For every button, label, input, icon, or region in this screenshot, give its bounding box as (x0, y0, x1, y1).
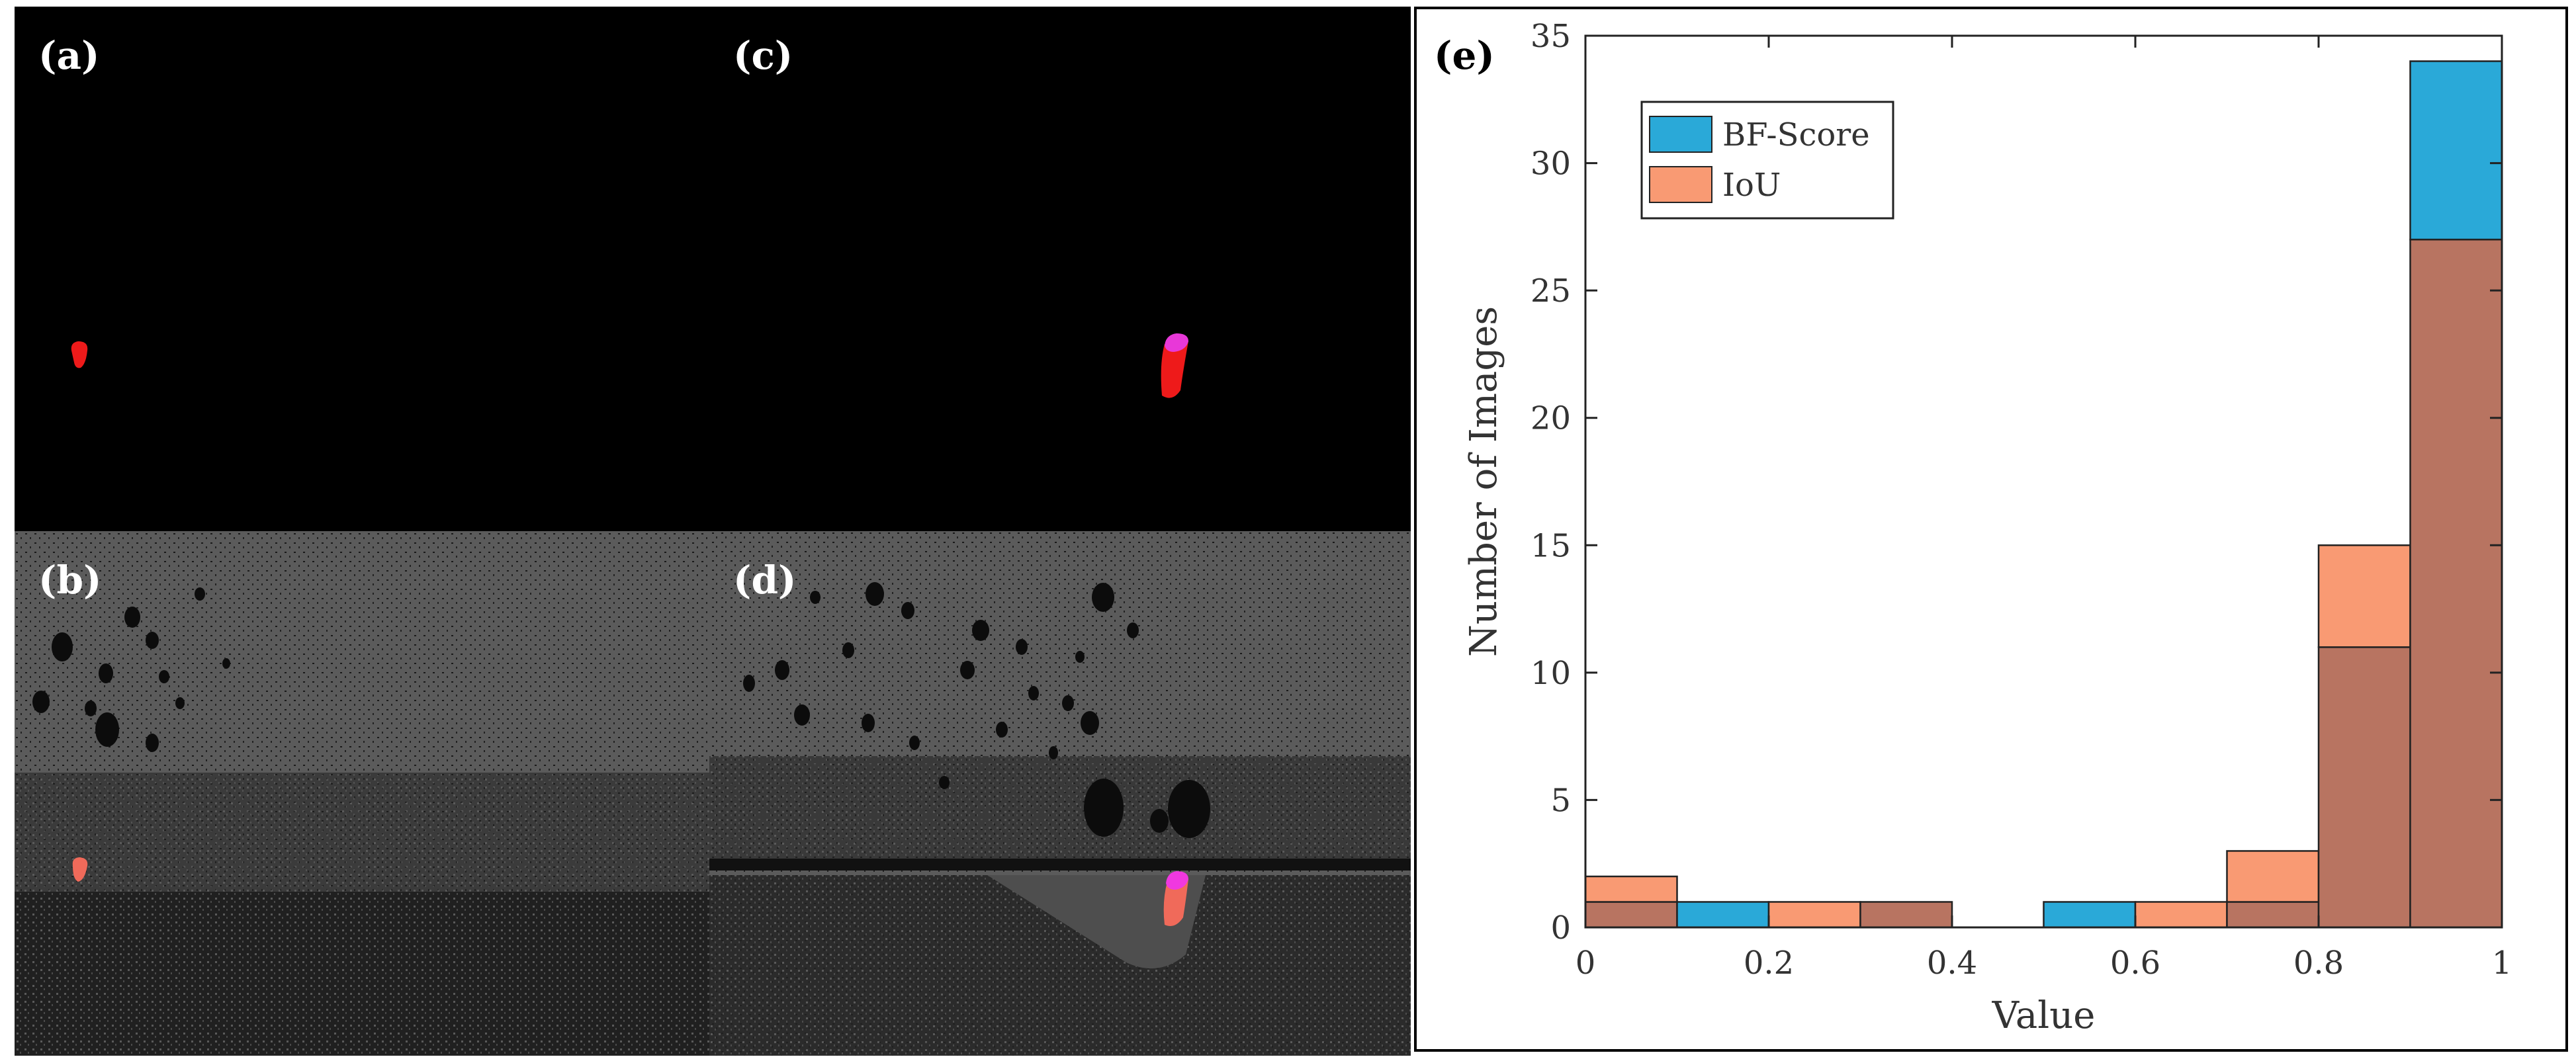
panel-b: (b) (15, 531, 709, 1056)
histogram-bar-bf-score (2043, 901, 2137, 929)
histogram-bar-iou (2134, 901, 2228, 929)
legend-label-bf-score: BF-Score (1722, 116, 1870, 153)
x-tick-label: 0.8 (2293, 945, 2344, 982)
histogram-bar-bf-score (1676, 901, 1770, 929)
histogram-bar-overlap (1859, 901, 1953, 929)
overlap-region (1165, 333, 1188, 352)
panel-label: (a) (38, 33, 100, 78)
panel-d-image (709, 531, 1411, 1056)
panel-a: (a) (15, 7, 709, 531)
panel-label: (b) (38, 558, 102, 603)
y-tick-label: 0 (1550, 910, 1571, 947)
x-tick-label: 0.2 (1744, 945, 1794, 982)
overlap-region (1166, 871, 1188, 890)
histogram-bar-iou (1767, 901, 1861, 929)
panel-b-image (15, 531, 709, 1056)
histogram-bar-overlap (2226, 901, 2320, 929)
segmentation-mask (1161, 341, 1188, 398)
panel-d: (d) (709, 531, 1411, 1056)
segmentation-mask (71, 341, 88, 368)
x-tick-label: 0.4 (1927, 945, 1977, 982)
panel-c-image (709, 7, 1411, 531)
x-tick-label: 0 (1576, 945, 1596, 982)
y-tick-label: 10 (1531, 655, 1571, 692)
panel-label: (d) (733, 558, 797, 603)
y-tick-label: 20 (1531, 400, 1571, 437)
x-axis-label: Value (1992, 994, 2096, 1037)
x-tick-label: 1 (2492, 945, 2512, 982)
panel-label: (c) (733, 33, 793, 78)
histogram-bar-bf-score (2409, 60, 2503, 241)
y-tick-label: 30 (1531, 146, 1571, 183)
histogram-bar-iou (2226, 850, 2320, 903)
legend-swatch-bf-score (1649, 116, 1712, 153)
y-tick-label: 25 (1531, 273, 1571, 310)
panel-c: (d) (c) (709, 7, 1411, 531)
segmentation-mask (1163, 879, 1188, 926)
histogram-bar-iou (1584, 875, 1678, 903)
y-axis-label: Number of Images (1462, 306, 1505, 657)
y-tick-label: 15 (1531, 527, 1571, 564)
panel-a-image (15, 7, 709, 531)
y-tick-label: 5 (1550, 782, 1571, 819)
panel-label: (e) (1434, 33, 1495, 78)
legend: BF-Score IoU (1640, 101, 1894, 220)
x-tick-label: 0.6 (2110, 945, 2160, 982)
histogram-bar-overlap (1584, 901, 1678, 929)
histogram-bar-iou (2317, 544, 2411, 648)
histogram-bar-overlap (2317, 646, 2411, 929)
legend-label-iou: IoU (1722, 167, 1781, 204)
segmentation-mask (72, 857, 88, 882)
legend-swatch-iou (1649, 166, 1712, 203)
y-tick-label: 35 (1531, 18, 1571, 55)
histogram-bar-overlap (2409, 238, 2503, 929)
histogram-panel: 0 0.2 0.4 0.6 0.8 1 0 5 10 15 20 25 30 35 (e) Value N… (1414, 7, 2568, 1052)
plot-frame (1584, 34, 2503, 929)
